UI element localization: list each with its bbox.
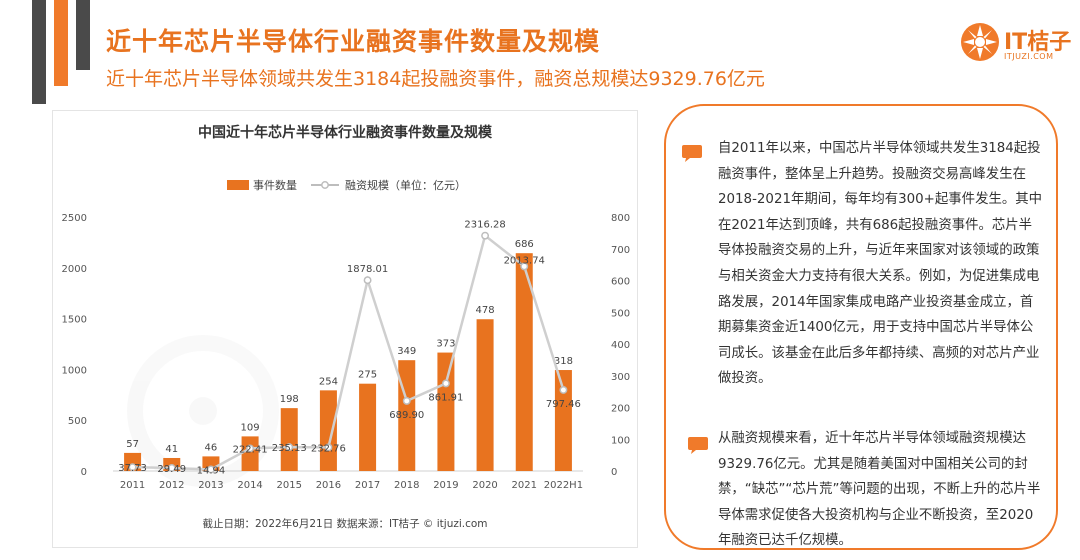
bar-event-count [515,253,533,471]
right-axis-tick: 400 [611,340,630,351]
right-axis-tick: 200 [611,404,630,415]
bar-value-label: 686 [515,239,534,250]
bar-value-label: 349 [397,346,416,357]
bar-value-label: 275 [358,370,377,381]
decor-bar-dark-2 [76,0,90,70]
x-axis-tick: 2019 [433,480,458,491]
line-point [481,231,490,240]
orange-slice-icon [961,23,999,61]
watermark [127,335,279,487]
line-point [246,444,255,453]
bar-event-count [319,390,337,471]
line-point [363,276,372,285]
itjuzi-logo: IT桔子 ITJUZI.COM [960,22,1072,66]
logo-text: IT桔子 [1004,30,1072,55]
line-value-label: 2013.74 [504,255,545,266]
right-axis-tick: 600 [611,277,630,288]
x-axis-tick: 2018 [394,480,419,491]
bar-event-count [554,370,572,471]
legend-bar-swatch [227,180,249,190]
bar-value-label: 478 [476,305,495,316]
line-value-label: 37.73 [118,463,147,474]
right-axis-tick: 100 [611,435,630,446]
left-axis-tick: 2500 [62,213,87,224]
page-title: 近十年芯片半导体行业融资事件数量及规模 [106,27,601,56]
bar-value-label: 373 [436,339,455,350]
line-point [285,443,294,452]
right-axis-tick: 0 [611,467,617,478]
chart-svg: 中国近十年芯片半导体行业融资事件数量及规模 事件数量 融资规模（单位：亿元） 0… [62,124,631,530]
line-value-label: 861.91 [428,392,463,403]
line-value-label: 797.46 [546,399,581,410]
line-point [402,396,411,405]
line-value-label: 14.94 [197,465,226,476]
summary-paragraph-2: 从融资规模来看，近十年芯片半导体领域融资规模达9329.76亿元。尤其是随着美国… [718,431,1041,549]
bar-value-label: 109 [241,422,260,433]
bar-event-count [359,383,377,471]
line-value-label: 689.90 [389,410,424,421]
bar-event-count [280,408,298,471]
line-value-label: 232.76 [311,443,346,454]
legend-bar-label: 事件数量 [253,179,297,192]
line-value-label: 29.49 [157,464,186,475]
left-axis-tick: 1000 [62,365,87,376]
x-axis-tick: 2014 [237,480,262,491]
x-axis-tick: 2022H1 [544,480,583,491]
bar-event-count [241,436,259,471]
line-point [520,262,529,271]
chart-footnote: 截止日期：2022年6月21日 数据来源：IT桔子 © itjuzi.com [202,517,487,530]
line-value-label: 235.13 [272,443,307,454]
page-subtitle: 近十年芯片半导体领域共发生3184起投融资事件，融资总规模达9329.76亿元 [106,68,765,90]
x-axis-tick: 2017 [355,480,380,491]
right-axis-tick: 800 [611,213,630,224]
bar-event-count [476,319,494,471]
x-axis-tick: 2016 [316,480,341,491]
financing-scale-line [132,233,565,471]
decor-bar-orange [54,0,68,86]
bar-event-count [437,352,455,471]
x-axis-tick: 2015 [277,480,302,491]
line-point [206,465,215,474]
right-axis-tick: 700 [611,245,630,256]
speech-bubble-icon [682,145,702,162]
x-axis-tick: 2021 [512,480,537,491]
right-axis-tick: 300 [611,372,630,383]
line-point [324,443,333,452]
line-point [128,463,137,472]
x-axis-tick: 2020 [472,480,497,491]
line-point [167,464,176,472]
right-axis-tick: 500 [611,308,630,319]
line-value-label: 2316.28 [464,220,505,231]
bar-value-label: 46 [205,442,218,453]
chart-legend: 事件数量 融资规模（单位：亿元） [227,178,466,192]
x-axis-tick: 2011 [120,480,145,491]
speech-bubble-icon [688,437,708,454]
bar-value-label: 57 [126,439,139,450]
chart-title: 中国近十年芯片半导体行业融资事件数量及规模 [198,124,493,141]
x-axis-tick: 2012 [159,480,184,491]
left-axis-tick: 2000 [62,264,87,275]
decor-bar-dark [32,0,46,104]
line-point [441,379,450,388]
logo-url: ITJUZI.COM [1004,52,1054,61]
chart-card: 中国近十年芯片半导体行业融资事件数量及规模 事件数量 融资规模（单位：亿元） 0… [52,110,638,548]
line-value-label: 222.41 [233,444,268,455]
line-point [559,386,568,394]
bar-value-label: 254 [319,376,338,387]
line-value-label: 1878.01 [347,264,388,275]
x-axis-tick: 2013 [198,480,223,491]
bar-value-label: 318 [554,356,573,367]
left-axis-tick: 1500 [62,315,87,326]
summary-paragraph-1: 自2011年以来，中国芯片半导体领域共发生3184起投融资事件，整体呈上升趋势。… [718,141,1043,387]
legend-line-label: 融资规模（单位：亿元） [345,178,466,192]
left-axis-tick: 500 [68,416,87,427]
legend-line-marker [321,181,329,189]
summary-panel [664,104,1058,550]
left-axis-tick: 0 [81,467,87,478]
bar-value-label: 198 [280,394,299,405]
bar-value-label: 41 [165,444,178,455]
